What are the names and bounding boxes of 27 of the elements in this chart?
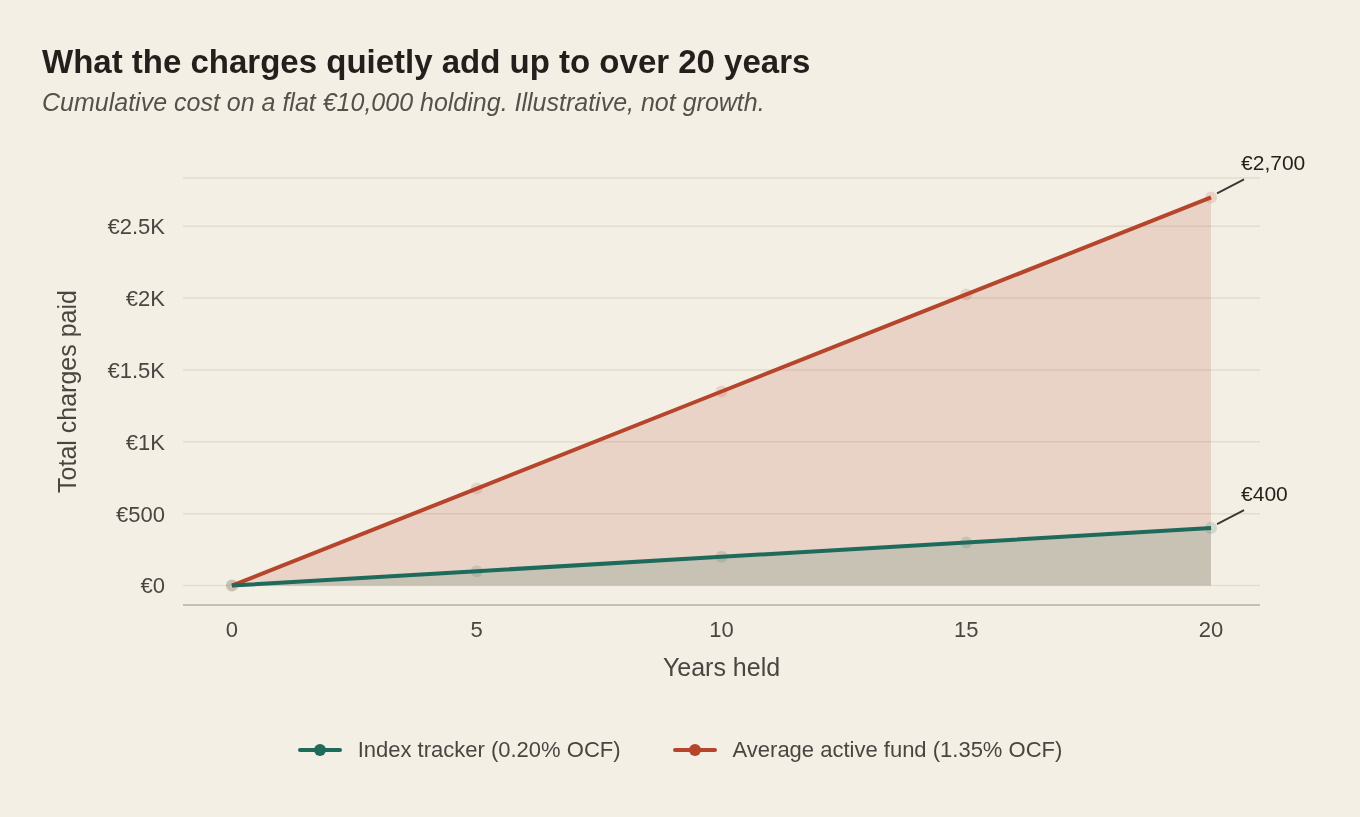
annotation: €2,700 [1241, 150, 1306, 174]
y-tick-label: €2K [125, 285, 166, 311]
y-tick-label: €2.5K [107, 213, 166, 239]
point [1205, 191, 1218, 204]
y-tick-label: €1K [125, 429, 166, 455]
x-tick-label: 10 [709, 616, 734, 642]
annotation: €400 [1241, 481, 1288, 505]
x-tick-label: 0 [225, 616, 239, 642]
chart-title: What the charges quietly add up to over 20 years [42, 42, 811, 82]
point [960, 288, 973, 301]
y-axis-title: Total charges paid [53, 290, 81, 493]
y-tick-label: €0 [140, 573, 165, 599]
point [470, 565, 483, 578]
legend-label: Average active fund (1.35% OCF) [732, 737, 1063, 763]
x-axis-title: Years held [662, 653, 781, 681]
chart-subtitle: Cumulative cost on a flat €10,000 holding. Illustrative, not growth. [42, 87, 765, 117]
legend-label: Index tracker (0.20% OCF) [357, 737, 621, 763]
point [1205, 522, 1218, 535]
x-tick-label: 20 [1198, 616, 1224, 642]
point [715, 385, 728, 398]
point [715, 550, 728, 563]
x-tick-label: 15 [954, 616, 979, 642]
x-tick-label: 5 [470, 616, 483, 642]
y-tick-label: €1.5K [107, 357, 166, 383]
point [470, 482, 483, 495]
y-tick-label: €500 [116, 501, 165, 527]
point [960, 536, 973, 549]
